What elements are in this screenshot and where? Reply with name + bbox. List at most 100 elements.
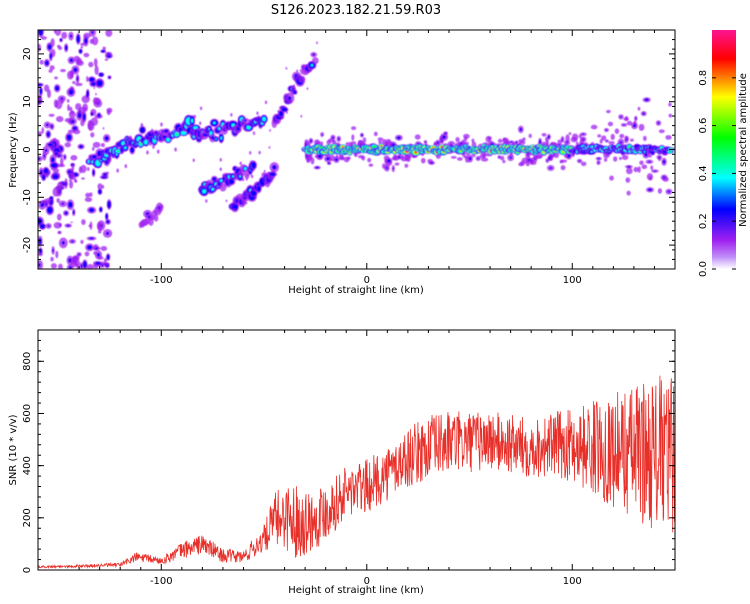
heatmap-cell (130, 146, 135, 153)
heatmap-cell (490, 143, 495, 145)
y-tick-label: 20 (22, 48, 33, 61)
heatmap-cell (68, 106, 73, 111)
y-tick-label: 0 (22, 146, 33, 152)
heatmap-cell (357, 155, 365, 159)
heatmap-cell (199, 121, 202, 125)
heatmap-cell (392, 167, 394, 170)
heatmap-cell (625, 138, 627, 141)
heatmap-cell (146, 150, 149, 155)
heatmap-cell (306, 87, 309, 91)
x-tick-label: 0 (364, 275, 370, 286)
heatmap-cell (56, 198, 60, 203)
heatmap-cell (76, 34, 80, 43)
heatmap-cell (38, 83, 43, 87)
heatmap-cell (93, 86, 95, 90)
heatmap-cell (578, 160, 581, 162)
heatmap-cell (245, 201, 248, 205)
heatmap-cell (252, 131, 256, 135)
heatmap-cell (94, 65, 99, 75)
heatmap-cell (296, 69, 299, 73)
heatmap-cell (84, 37, 88, 44)
heatmap-cell (480, 157, 489, 162)
heatmap-cell (39, 59, 44, 65)
y-tick-label: 200 (22, 508, 33, 527)
heatmap-cell (38, 157, 41, 160)
heatmap-cell (70, 34, 72, 38)
heatmap-cell (606, 109, 611, 114)
heatmap-cell (300, 114, 303, 118)
heatmap-cell (404, 155, 412, 159)
heatmap-cell (338, 155, 345, 160)
heatmap-cell (485, 135, 491, 143)
heatmap-cell (102, 46, 106, 51)
heatmap-cell (81, 219, 86, 226)
heatmap-cell (268, 146, 271, 149)
heatmap-cell (547, 135, 550, 139)
heatmap-cell (64, 142, 71, 148)
heatmap-cell (40, 36, 47, 40)
heatmap-cell (382, 163, 386, 169)
heatmap-cell (315, 166, 319, 169)
heatmap-cell (68, 266, 72, 269)
heatmap-cell (219, 179, 223, 182)
heatmap-cell (258, 150, 261, 155)
heatmap-cell (61, 241, 65, 245)
heatmap-cell (384, 141, 390, 145)
heatmap-cell (80, 45, 84, 49)
heatmap-cell (92, 141, 101, 148)
heatmap-cell (38, 238, 42, 245)
heatmap-cell (211, 187, 215, 191)
heatmap-cell (404, 163, 409, 168)
heatmap-cell (321, 133, 323, 136)
heatmap-cell (90, 112, 94, 116)
heatmap-cell (264, 100, 268, 105)
heatmap-cell (245, 178, 248, 181)
heatmap-cell (71, 240, 74, 243)
heatmap-cell (175, 133, 178, 136)
heatmap-cell (88, 224, 92, 228)
heatmap-cell (50, 38, 55, 47)
heatmap-cell (92, 155, 97, 159)
heatmap-cell (502, 159, 506, 164)
y-tick-label: 600 (22, 404, 33, 423)
heatmap-cell (627, 166, 631, 168)
heatmap-cell (668, 151, 672, 153)
heatmap-cell (479, 154, 486, 159)
heatmap-cell (86, 263, 94, 269)
colorbar: 0.0 0.2 0.4 0.6 0.8 Normalized spectral ampl… (698, 30, 749, 277)
heatmap-cell (609, 175, 614, 181)
heatmap-cell (230, 113, 233, 117)
heatmap-cell (97, 229, 102, 234)
heatmap-cell (84, 251, 90, 257)
heatmap-cell (293, 84, 295, 87)
heatmap-cell (56, 44, 61, 49)
heatmap-cell (351, 134, 355, 141)
heatmap-cell (53, 137, 57, 141)
colorbar-tick-label: 0.4 (698, 165, 709, 181)
heatmap-cell (48, 113, 55, 117)
heatmap-cell (510, 141, 513, 143)
heatmap-cell (639, 160, 644, 165)
heatmap-cell (45, 60, 49, 66)
heatmap-cell (590, 124, 598, 130)
heatmap-cell (603, 157, 608, 162)
heatmap-cell (608, 141, 615, 145)
heatmap-cell (373, 131, 378, 137)
heatmap-cell (64, 117, 74, 123)
heatmap-cell (605, 129, 608, 131)
heatmap-cell (335, 158, 338, 162)
heatmap-cell (668, 102, 672, 107)
heatmap-cell (644, 98, 649, 102)
heatmap-cell (269, 172, 276, 177)
heatmap-cell (143, 139, 148, 145)
heatmap-cell (310, 63, 314, 67)
heatmap-cell (345, 142, 352, 146)
heatmap-cell (100, 245, 108, 252)
heatmap-cell (49, 53, 52, 60)
heatmap-cell (648, 154, 652, 158)
heatmap-cell (450, 144, 452, 146)
heatmap-cell (52, 174, 59, 180)
heatmap-cell (75, 103, 82, 111)
heatmap-cell (212, 121, 216, 125)
